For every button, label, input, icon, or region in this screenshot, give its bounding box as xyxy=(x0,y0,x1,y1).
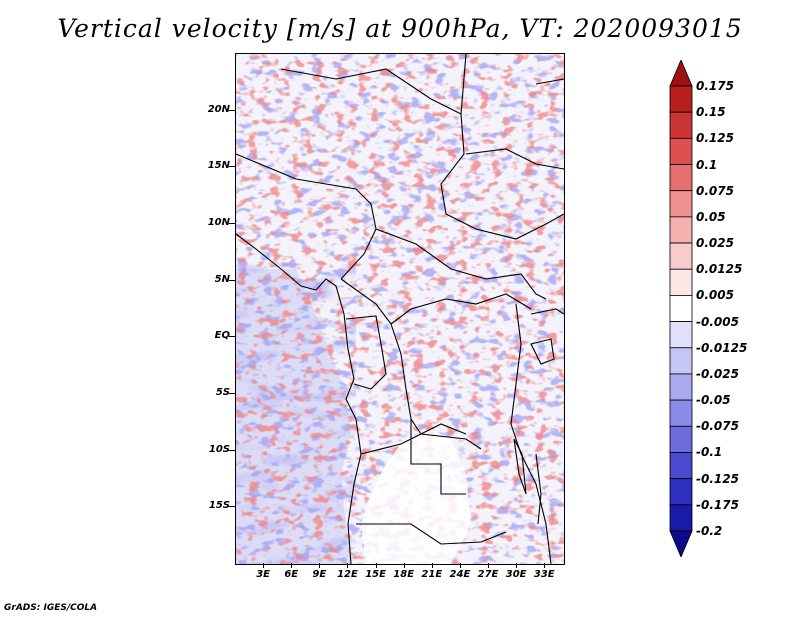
lake-malawi xyxy=(535,453,542,525)
y-tick-label: 5S xyxy=(215,387,230,398)
y-tick-label: 5N xyxy=(214,273,230,285)
colorbar-box xyxy=(669,504,693,532)
colorbar-label: 0.15 xyxy=(696,105,726,120)
colorbar-label: 0.175 xyxy=(696,79,734,93)
lake-victoria xyxy=(530,338,555,365)
colorbar-box xyxy=(669,295,693,322)
colorbar-box xyxy=(669,373,693,401)
colorbar-box xyxy=(669,478,693,506)
y-tick-label: 15S xyxy=(208,500,230,512)
colorbar-label: 0.005 xyxy=(696,288,734,303)
y-tick-label: 15N xyxy=(207,160,230,172)
x-tick xyxy=(516,563,518,568)
y-tick xyxy=(229,223,235,224)
colorbar-label: -0.025 xyxy=(696,366,739,381)
colorbar-box xyxy=(669,111,693,139)
y-tick xyxy=(229,336,235,338)
y-tick xyxy=(229,506,235,508)
border-ne xyxy=(535,78,564,85)
lake-tanganyika xyxy=(513,438,527,495)
x-tick xyxy=(263,563,265,568)
y-tick-label: EQ xyxy=(214,330,230,342)
border-east xyxy=(510,303,552,564)
colorbar-top-arrow xyxy=(669,60,693,87)
colorbar-label: -0.0125 xyxy=(696,340,748,355)
x-tick xyxy=(291,563,293,568)
border-central xyxy=(375,228,547,300)
x-tick-label: 15E xyxy=(365,569,386,580)
x-tick-label: 21E xyxy=(421,569,443,580)
x-tick-label: 6E xyxy=(284,569,299,580)
colorbar-box xyxy=(669,216,693,244)
neutral-area xyxy=(361,429,471,564)
colorbar-label: -0.1 xyxy=(696,445,723,460)
border-east-2 xyxy=(530,308,564,315)
y-tick xyxy=(229,449,235,451)
x-tick-label: 9E xyxy=(312,569,327,580)
y-tick xyxy=(229,109,235,111)
border-congo-north xyxy=(340,278,532,325)
x-tick-label: 24E xyxy=(449,569,471,580)
colorbar-label: -0.075 xyxy=(696,419,739,434)
colorbar-label: 0.025 xyxy=(696,236,734,251)
colorbar-box xyxy=(669,190,693,218)
x-tick xyxy=(431,563,433,568)
x-tick xyxy=(459,563,461,568)
colorbar-box xyxy=(669,268,693,296)
west-coastline xyxy=(236,233,362,564)
x-tick xyxy=(403,563,405,568)
x-tick xyxy=(319,563,321,568)
y-tick-label: 20N xyxy=(207,103,230,115)
colorbar-label: -0.2 xyxy=(696,524,723,538)
x-tick-label: 33E xyxy=(533,569,555,580)
colorbar-box xyxy=(669,347,693,375)
x-tick-label: 3E xyxy=(256,569,271,580)
x-tick-label: 30E xyxy=(505,569,527,580)
colorbar-label: 0.05 xyxy=(696,209,726,224)
colorbar-label: 0.1 xyxy=(696,157,718,172)
border-angola-east xyxy=(410,419,466,495)
colorbar xyxy=(669,60,693,557)
x-tick xyxy=(488,563,490,568)
x-tick xyxy=(544,563,546,568)
chart-title: Vertical velocity [m/s] at 900hPa, VT: 2… xyxy=(57,14,743,43)
border-angola-north xyxy=(360,423,467,455)
x-tick-label: 27E xyxy=(477,569,499,580)
coastlines-borders xyxy=(236,54,564,564)
colorbar-label: -0.005 xyxy=(696,314,739,329)
colorbar-label: -0.05 xyxy=(696,393,731,408)
colorbar-box xyxy=(669,425,693,453)
border-north-east xyxy=(465,148,564,170)
colorbar-box xyxy=(669,85,693,113)
border-sahel xyxy=(280,68,564,240)
colorbar-label: 0.075 xyxy=(696,183,734,198)
colorbar-box xyxy=(669,242,693,270)
x-tick xyxy=(347,563,349,568)
colorbar-box xyxy=(669,399,693,427)
colorbar-box xyxy=(669,164,693,192)
colorbar-box xyxy=(669,321,693,349)
colorbar-label: 0.0125 xyxy=(696,262,743,277)
border-gabon xyxy=(345,315,387,390)
colorbar-label: -0.175 xyxy=(696,497,739,512)
border-north xyxy=(460,54,467,115)
colorbar-label: -0.125 xyxy=(696,471,739,486)
colorbar-box xyxy=(669,137,693,165)
colorbar-box xyxy=(669,452,693,480)
vertical-velocity-map xyxy=(236,54,564,564)
colorbar-label: 0.125 xyxy=(696,131,734,146)
footer-credit: GrADS: IGES/COLA xyxy=(4,603,98,613)
y-tick-label: 10N xyxy=(207,217,230,228)
y-tick-label: 10S xyxy=(208,443,230,455)
y-tick xyxy=(229,166,235,168)
colorbar-bottom-arrow xyxy=(669,530,693,557)
border-west-north xyxy=(236,153,377,280)
x-tick-label: 18E xyxy=(393,569,415,580)
x-tick-label: 12E xyxy=(337,569,358,580)
map-panel xyxy=(235,53,565,565)
y-tick xyxy=(229,393,235,394)
x-tick xyxy=(375,563,377,568)
border-namibia xyxy=(356,523,507,545)
y-tick xyxy=(229,279,235,281)
